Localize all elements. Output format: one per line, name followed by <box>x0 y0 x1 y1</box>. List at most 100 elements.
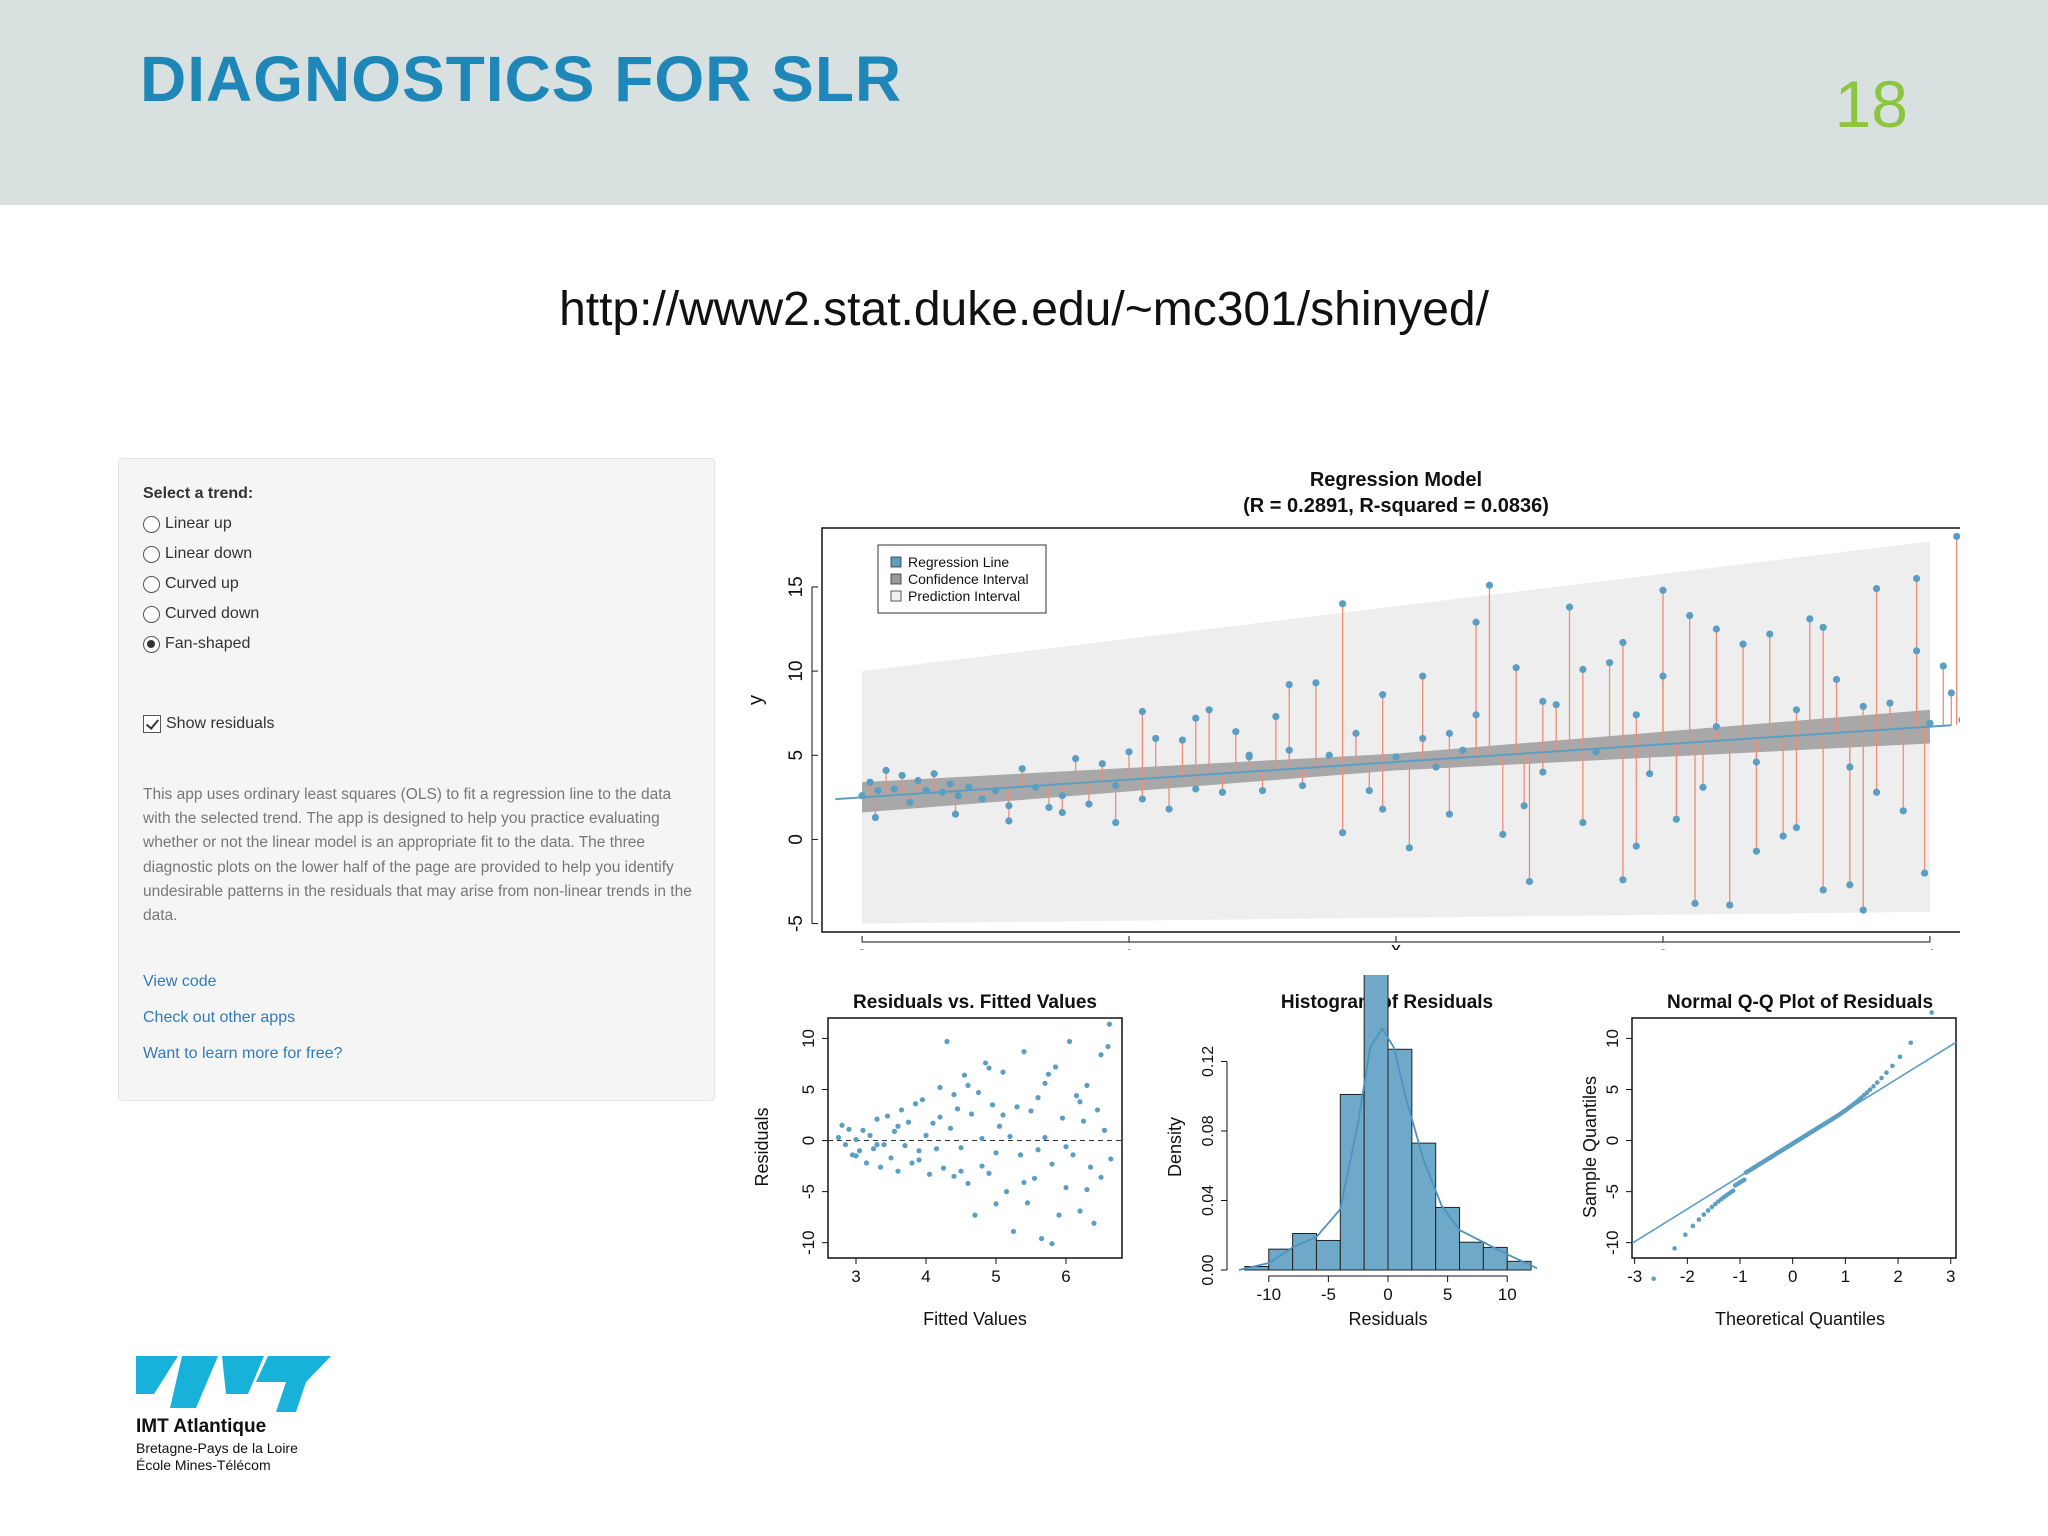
residual-point <box>1042 1080 1048 1086</box>
residual-point <box>954 1106 961 1112</box>
regression-layer: 0 1 2 3 4 -5 0 5 10 15 <box>786 532 1960 950</box>
qq-point <box>1864 1090 1870 1095</box>
residual-point <box>1014 1104 1020 1110</box>
radio-curved-down[interactable]: Curved down <box>143 602 259 626</box>
radio-fan-shaped[interactable]: Fan-shaped <box>143 632 250 656</box>
residual-point <box>1080 1118 1087 1124</box>
logo-subtitle-1: Bretagne-Pays de la Loire <box>136 1440 298 1456</box>
imt-logo-icon <box>136 1356 331 1412</box>
data-point <box>1405 844 1413 852</box>
data-point <box>1539 768 1547 776</box>
data-point <box>1138 795 1146 803</box>
residual-point <box>916 1148 922 1154</box>
data-point <box>1926 719 1934 727</box>
residual-point <box>1108 1156 1114 1162</box>
residual-point <box>902 1143 908 1149</box>
residual-point <box>867 1132 873 1139</box>
app-description: This app uses ordinary least squares (OL… <box>143 786 692 925</box>
y-axis-label: Sample Quantiles <box>1580 1076 1600 1218</box>
view-code-link[interactable]: View code <box>143 973 217 990</box>
residual-point <box>979 1135 985 1142</box>
x-tick-label: 2 <box>1893 1267 1902 1286</box>
x-tick-label: -1 <box>1732 1267 1747 1286</box>
y-tick-label: 5 <box>799 1085 818 1094</box>
residual-point <box>965 1180 971 1187</box>
residual-point <box>863 1160 870 1166</box>
data-point <box>1165 805 1173 813</box>
data-point <box>1632 711 1640 719</box>
residual-point <box>1052 1064 1059 1070</box>
app-url[interactable]: http://www2.stat.duke.edu/~mc301/shinyed… <box>559 283 1489 336</box>
data-point <box>1886 699 1894 707</box>
y-tick-label: 0 <box>1603 1136 1622 1145</box>
residual-point <box>881 1142 887 1148</box>
residual-point <box>958 1145 964 1151</box>
data-point <box>1392 753 1400 761</box>
residual-point <box>996 1123 1003 1129</box>
qq-point <box>1683 1232 1688 1238</box>
data-point <box>1712 625 1720 633</box>
data-point <box>1058 792 1066 800</box>
data-point <box>1005 802 1013 810</box>
data-point <box>1325 751 1333 759</box>
data-point <box>1445 810 1453 818</box>
qq-point <box>1709 1204 1715 1210</box>
residual-point <box>951 1091 957 1098</box>
residual-point <box>853 1136 859 1143</box>
data-point <box>1779 832 1787 840</box>
data-point <box>1520 802 1528 810</box>
data-point <box>1832 675 1841 684</box>
learn-more-link[interactable]: Want to learn more for free? <box>143 1045 343 1062</box>
radio-linear-up[interactable]: Linear up <box>143 512 232 536</box>
radio-label: Fan-shaped <box>165 635 251 652</box>
qq-point <box>1929 1010 1934 1015</box>
logo-subtitle-2: École Mines-Télécom <box>136 1457 271 1473</box>
radio-label: Linear down <box>165 545 253 562</box>
data-point <box>1699 783 1707 791</box>
radio-curved-up[interactable]: Curved up <box>143 572 239 596</box>
data-point <box>1072 755 1080 763</box>
residual-point <box>1003 1189 1010 1195</box>
data-point <box>946 780 954 788</box>
radio-button-icon[interactable] <box>143 515 160 533</box>
data-point <box>1766 630 1774 638</box>
qq-point <box>1712 1201 1718 1207</box>
residual-point <box>1106 1021 1112 1027</box>
data-point <box>1953 532 1960 541</box>
residual-point <box>895 1168 901 1174</box>
x-tick-label: 5 <box>1443 1285 1452 1304</box>
data-point <box>1272 712 1280 721</box>
radio-linear-down[interactable]: Linear down <box>143 542 252 566</box>
residual-point <box>1084 1082 1090 1089</box>
y-tick-label: 0.00 <box>1200 1254 1217 1285</box>
residual-point <box>982 1060 989 1066</box>
residual-point <box>933 1146 940 1152</box>
checkbox-checked-icon[interactable] <box>143 715 161 733</box>
data-point <box>1565 603 1574 611</box>
data-point <box>1752 847 1761 855</box>
radio-button-icon[interactable] <box>143 605 160 623</box>
data-point <box>1499 830 1507 838</box>
radio-button-icon[interactable] <box>143 545 160 563</box>
data-point <box>1691 899 1699 907</box>
other-apps-link[interactable]: Check out other apps <box>143 1009 296 1026</box>
show-residuals-toggle[interactable]: Show residuals <box>143 712 275 736</box>
data-point <box>1112 781 1120 790</box>
sidebar-panel: Select a trend: Linear up Linear down Cu… <box>118 458 715 1101</box>
data-point <box>1085 800 1093 808</box>
histogram-chart: Histogram of Residuals -10 -5 0 5 100.000.04… <box>1165 975 1538 1329</box>
chart-title: Normal Q-Q Plot of Residuals <box>1667 992 1933 1013</box>
y-tick-label: 0.04 <box>1200 1185 1217 1216</box>
residual-point <box>1007 1133 1013 1140</box>
radio-button-selected-icon[interactable] <box>143 635 160 653</box>
residual-point <box>944 1038 950 1045</box>
residual-point <box>1000 1069 1006 1075</box>
checkbox-label: Show residuals <box>166 715 275 732</box>
residual-point <box>856 1148 863 1154</box>
residual-point <box>874 1142 880 1148</box>
x-tick-label: -3 <box>1627 1267 1642 1286</box>
residual-point <box>1091 1220 1097 1226</box>
radio-button-icon[interactable] <box>143 575 160 593</box>
data-point <box>991 787 1000 795</box>
